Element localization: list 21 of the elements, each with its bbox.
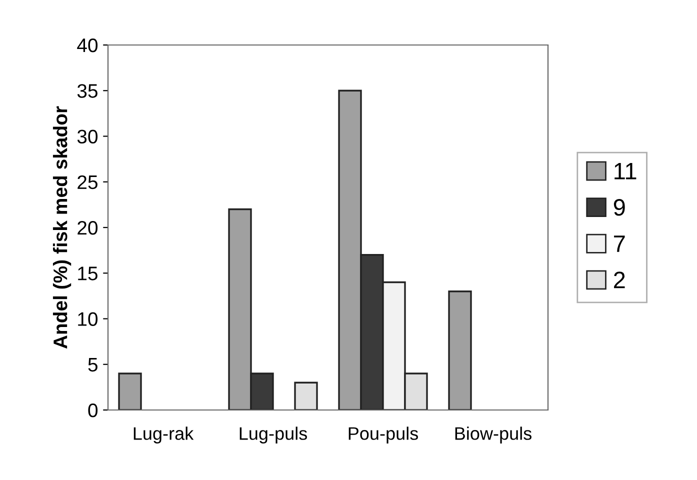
y-tick-label: 25 — [78, 175, 98, 190]
y-tick-label: 30 — [77, 130, 98, 144]
y-tick-label: 10 — [78, 312, 98, 326]
y-tick-label: 40 — [77, 38, 98, 52]
y-tick-label: 0 — [88, 403, 98, 418]
bar — [118, 372, 142, 410]
bar — [448, 290, 472, 410]
x-tick-label: Lug-puls — [240, 426, 307, 444]
legend-label: 2 — [614, 272, 625, 288]
y-tick-label: 5 — [88, 358, 98, 372]
legend-label: 9 — [614, 199, 625, 216]
y-tick-label: 35 — [77, 84, 98, 98]
y-axis-title: Andel (%) fisk med skador — [52, 106, 72, 349]
x-tick-label: Biow-puls — [455, 426, 532, 444]
y-tick-label: 15 — [78, 266, 98, 280]
x-tick-label: Lug-rak — [134, 426, 194, 444]
legend-label: 11 — [614, 162, 636, 180]
x-tick-label: Pou-puls — [348, 426, 418, 444]
bar — [294, 382, 318, 410]
legend-label: 7 — [614, 236, 625, 252]
y-tick-label: 20 — [78, 220, 98, 235]
